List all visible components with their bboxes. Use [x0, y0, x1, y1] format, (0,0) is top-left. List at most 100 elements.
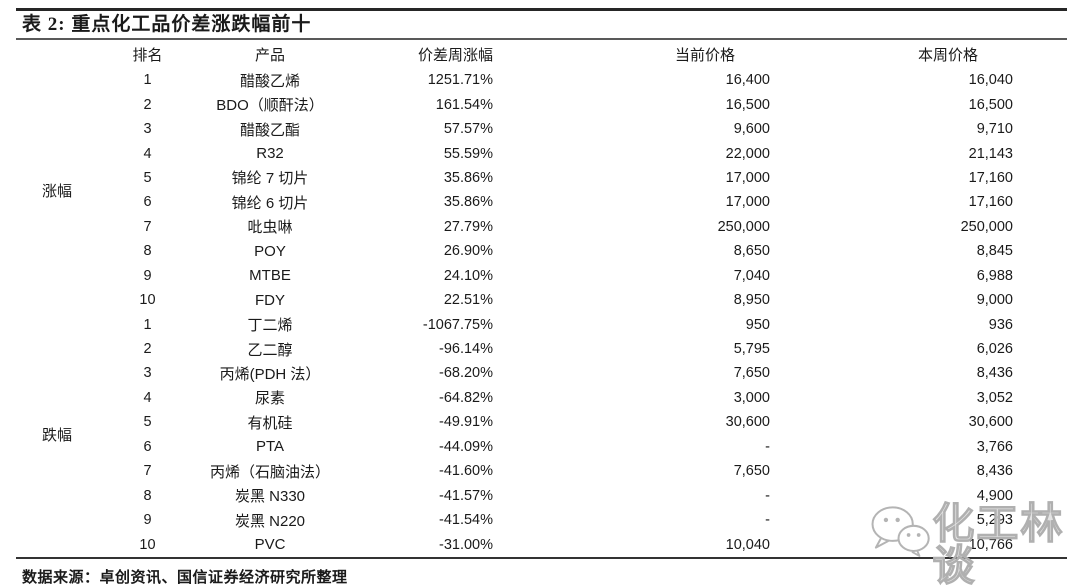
- product-cell: 炭黑 N330: [234, 488, 306, 506]
- spread-change-cell: -41.54%: [438, 512, 493, 529]
- table-row: 9 MTBE 24.10% 7,040 6,988: [16, 264, 1067, 288]
- product-cell: 炭黑 N220: [234, 512, 306, 530]
- product-cell: 有机硅: [247, 414, 293, 432]
- rank-cell: 2: [143, 341, 152, 358]
- col-header-rank: 排名: [132, 47, 163, 64]
- product-cell: 丁二烯: [247, 317, 293, 335]
- spacer-cell: [1020, 264, 1067, 288]
- rank-cell: 4: [143, 145, 152, 162]
- product-cell: 丙烯（石脑油法）: [209, 463, 330, 481]
- spread-change-cell: -44.09%: [438, 438, 493, 455]
- table-row: 10 FDY 22.51% 8,950 9,000: [16, 288, 1067, 312]
- price-spread-table: 排名 产品 价差周涨幅 当前价格 本周价格 涨幅 1 醋酸乙烯 1251.71%…: [16, 40, 1067, 557]
- spacer-col-header: [1020, 40, 1067, 68]
- week-price-cell: 4,900: [976, 487, 1013, 504]
- spacer-cell: [1020, 68, 1067, 92]
- table-row: 涨幅 1 醋酸乙烯 1251.71% 16,400 16,040: [16, 68, 1067, 199]
- spacer-cell: [1020, 435, 1067, 459]
- week-price-cell: 17,160: [968, 169, 1013, 186]
- current-price-cell: 950: [745, 316, 770, 333]
- rank-cell: 1: [143, 316, 152, 333]
- week-price-cell: 6,988: [976, 267, 1013, 284]
- current-price-cell: 7,650: [733, 463, 770, 480]
- spacer-cell: [1020, 410, 1067, 434]
- product-cell: PVC: [254, 536, 286, 554]
- spacer-cell: [1020, 288, 1067, 312]
- spacer-cell: [1020, 361, 1067, 385]
- table-row: 8 POY 26.90% 8,650 8,845: [16, 239, 1067, 263]
- week-price-cell: 9,710: [976, 121, 1013, 138]
- product-cell: FDY: [255, 291, 285, 309]
- rank-cell: 3: [143, 365, 152, 382]
- table-row: 9 炭黑 N220 -41.54% - 5,293: [16, 508, 1067, 532]
- current-price-cell: -: [765, 512, 770, 529]
- group-label: 跌幅: [41, 428, 72, 445]
- product-cell: 吡虫啉: [247, 219, 293, 237]
- rank-cell: 8: [143, 487, 152, 504]
- table-row: 4 R32 55.59% 22,000 21,143: [16, 141, 1067, 165]
- spread-change-cell: -49.91%: [438, 414, 493, 431]
- spread-change-cell: 1251.71%: [427, 72, 493, 89]
- spread-change-cell: -31.00%: [438, 536, 493, 553]
- spread-change-cell: -41.60%: [438, 463, 493, 480]
- rank-cell: 7: [143, 218, 152, 235]
- spread-change-cell: 35.86%: [443, 194, 493, 211]
- rank-cell: 6: [143, 194, 152, 211]
- week-price-cell: 3,766: [976, 438, 1013, 455]
- product-cell: POY: [254, 242, 286, 260]
- product-cell: 丙烯(PDH 法）: [219, 365, 321, 383]
- table-row: 2 乙二醇 -96.14% 5,795 6,026: [16, 337, 1067, 361]
- current-price-cell: -: [765, 487, 770, 504]
- spacer-cell: [1020, 141, 1067, 165]
- product-cell: R32: [256, 145, 284, 163]
- table-body: 涨幅 1 醋酸乙烯 1251.71% 16,400 16,040 2 BDO（顺…: [16, 68, 1067, 557]
- spacer-cell: [1020, 215, 1067, 239]
- rank-cell: 10: [139, 536, 156, 553]
- col-header-current-price: 当前价格: [674, 47, 735, 64]
- week-price-cell: 17,160: [968, 194, 1013, 211]
- table-row: 10 PVC -31.00% 10,040 10,766: [16, 532, 1067, 556]
- spacer-cell: [1020, 92, 1067, 116]
- current-price-cell: 22,000: [725, 145, 770, 162]
- table-row: 5 有机硅 -49.91% 30,600 30,600: [16, 410, 1067, 434]
- week-price-cell: 30,600: [968, 414, 1013, 431]
- product-cell: 锦纶 7 切片: [231, 170, 309, 188]
- rank-cell: 5: [143, 169, 152, 186]
- current-price-cell: 30,600: [725, 414, 770, 431]
- table-row: 4 尿素 -64.82% 3,000 3,052: [16, 386, 1067, 410]
- current-price-cell: 8,950: [733, 292, 770, 309]
- col-header-week-price: 本周价格: [917, 47, 978, 64]
- spacer-cell: [1020, 166, 1067, 190]
- week-price-cell: 9,000: [976, 292, 1013, 309]
- bottom-rule: [16, 556, 1067, 559]
- rank-cell: 6: [143, 438, 152, 455]
- table-row: 8 炭黑 N330 -41.57% - 4,900: [16, 483, 1067, 507]
- week-price-cell: 16,500: [968, 96, 1013, 113]
- spread-change-cell: -41.57%: [438, 487, 493, 504]
- rank-cell: 10: [139, 292, 156, 309]
- rank-cell: 2: [143, 96, 152, 113]
- product-cell: 醋酸乙酯: [239, 121, 300, 139]
- group-col-header: [16, 40, 110, 68]
- rank-cell: 1: [143, 72, 152, 89]
- current-price-cell: 3,000: [733, 389, 770, 406]
- top-rule: [16, 8, 1067, 11]
- rank-cell: 8: [143, 243, 152, 260]
- table-title: 表 2: 重点化工品价差涨跌幅前十: [22, 14, 312, 35]
- spacer-cell: [1020, 239, 1067, 263]
- spacer-cell: [1020, 532, 1067, 556]
- table-row: 跌幅 1 丁二烯 -1067.75% 950 936: [16, 312, 1067, 444]
- spread-change-cell: 161.54%: [435, 96, 493, 113]
- current-price-cell: 9,600: [733, 121, 770, 138]
- table-row: 6 PTA -44.09% - 3,766: [16, 435, 1067, 459]
- product-cell: BDO（顺酐法）: [216, 97, 324, 115]
- week-price-cell: 21,143: [968, 145, 1013, 162]
- product-cell: PTA: [255, 438, 285, 456]
- current-price-cell: 17,000: [725, 169, 770, 186]
- rank-cell: 5: [143, 414, 152, 431]
- spacer-cell: [1020, 117, 1067, 141]
- week-price-cell: 8,436: [976, 365, 1013, 382]
- product-cell: 醋酸乙烯: [239, 72, 300, 90]
- spread-change-cell: -64.82%: [438, 389, 493, 406]
- table-row: 3 醋酸乙酯 57.57% 9,600 9,710: [16, 117, 1067, 141]
